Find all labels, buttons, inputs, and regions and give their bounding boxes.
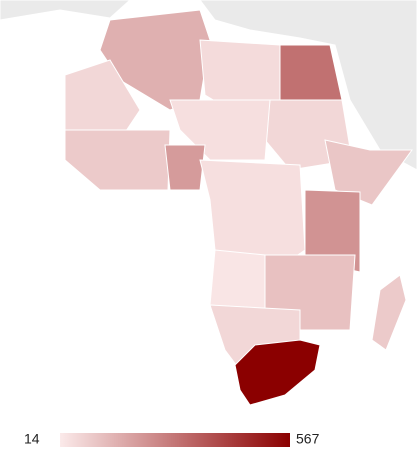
legend-gradient (60, 433, 290, 447)
legend-min: 14 (24, 431, 40, 447)
country[interactable] (234, 339, 321, 406)
country[interactable] (371, 274, 407, 351)
background-land (0, 0, 417, 171)
europe (0, 0, 131, 21)
country[interactable] (324, 139, 413, 206)
regions (64, 9, 413, 406)
asia (199, 0, 417, 171)
legend-max: 567 (296, 431, 320, 447)
country[interactable] (64, 129, 171, 191)
country[interactable] (209, 249, 266, 311)
country[interactable] (64, 59, 141, 141)
country[interactable] (304, 189, 361, 273)
country[interactable] (164, 144, 206, 191)
country[interactable] (279, 44, 343, 101)
